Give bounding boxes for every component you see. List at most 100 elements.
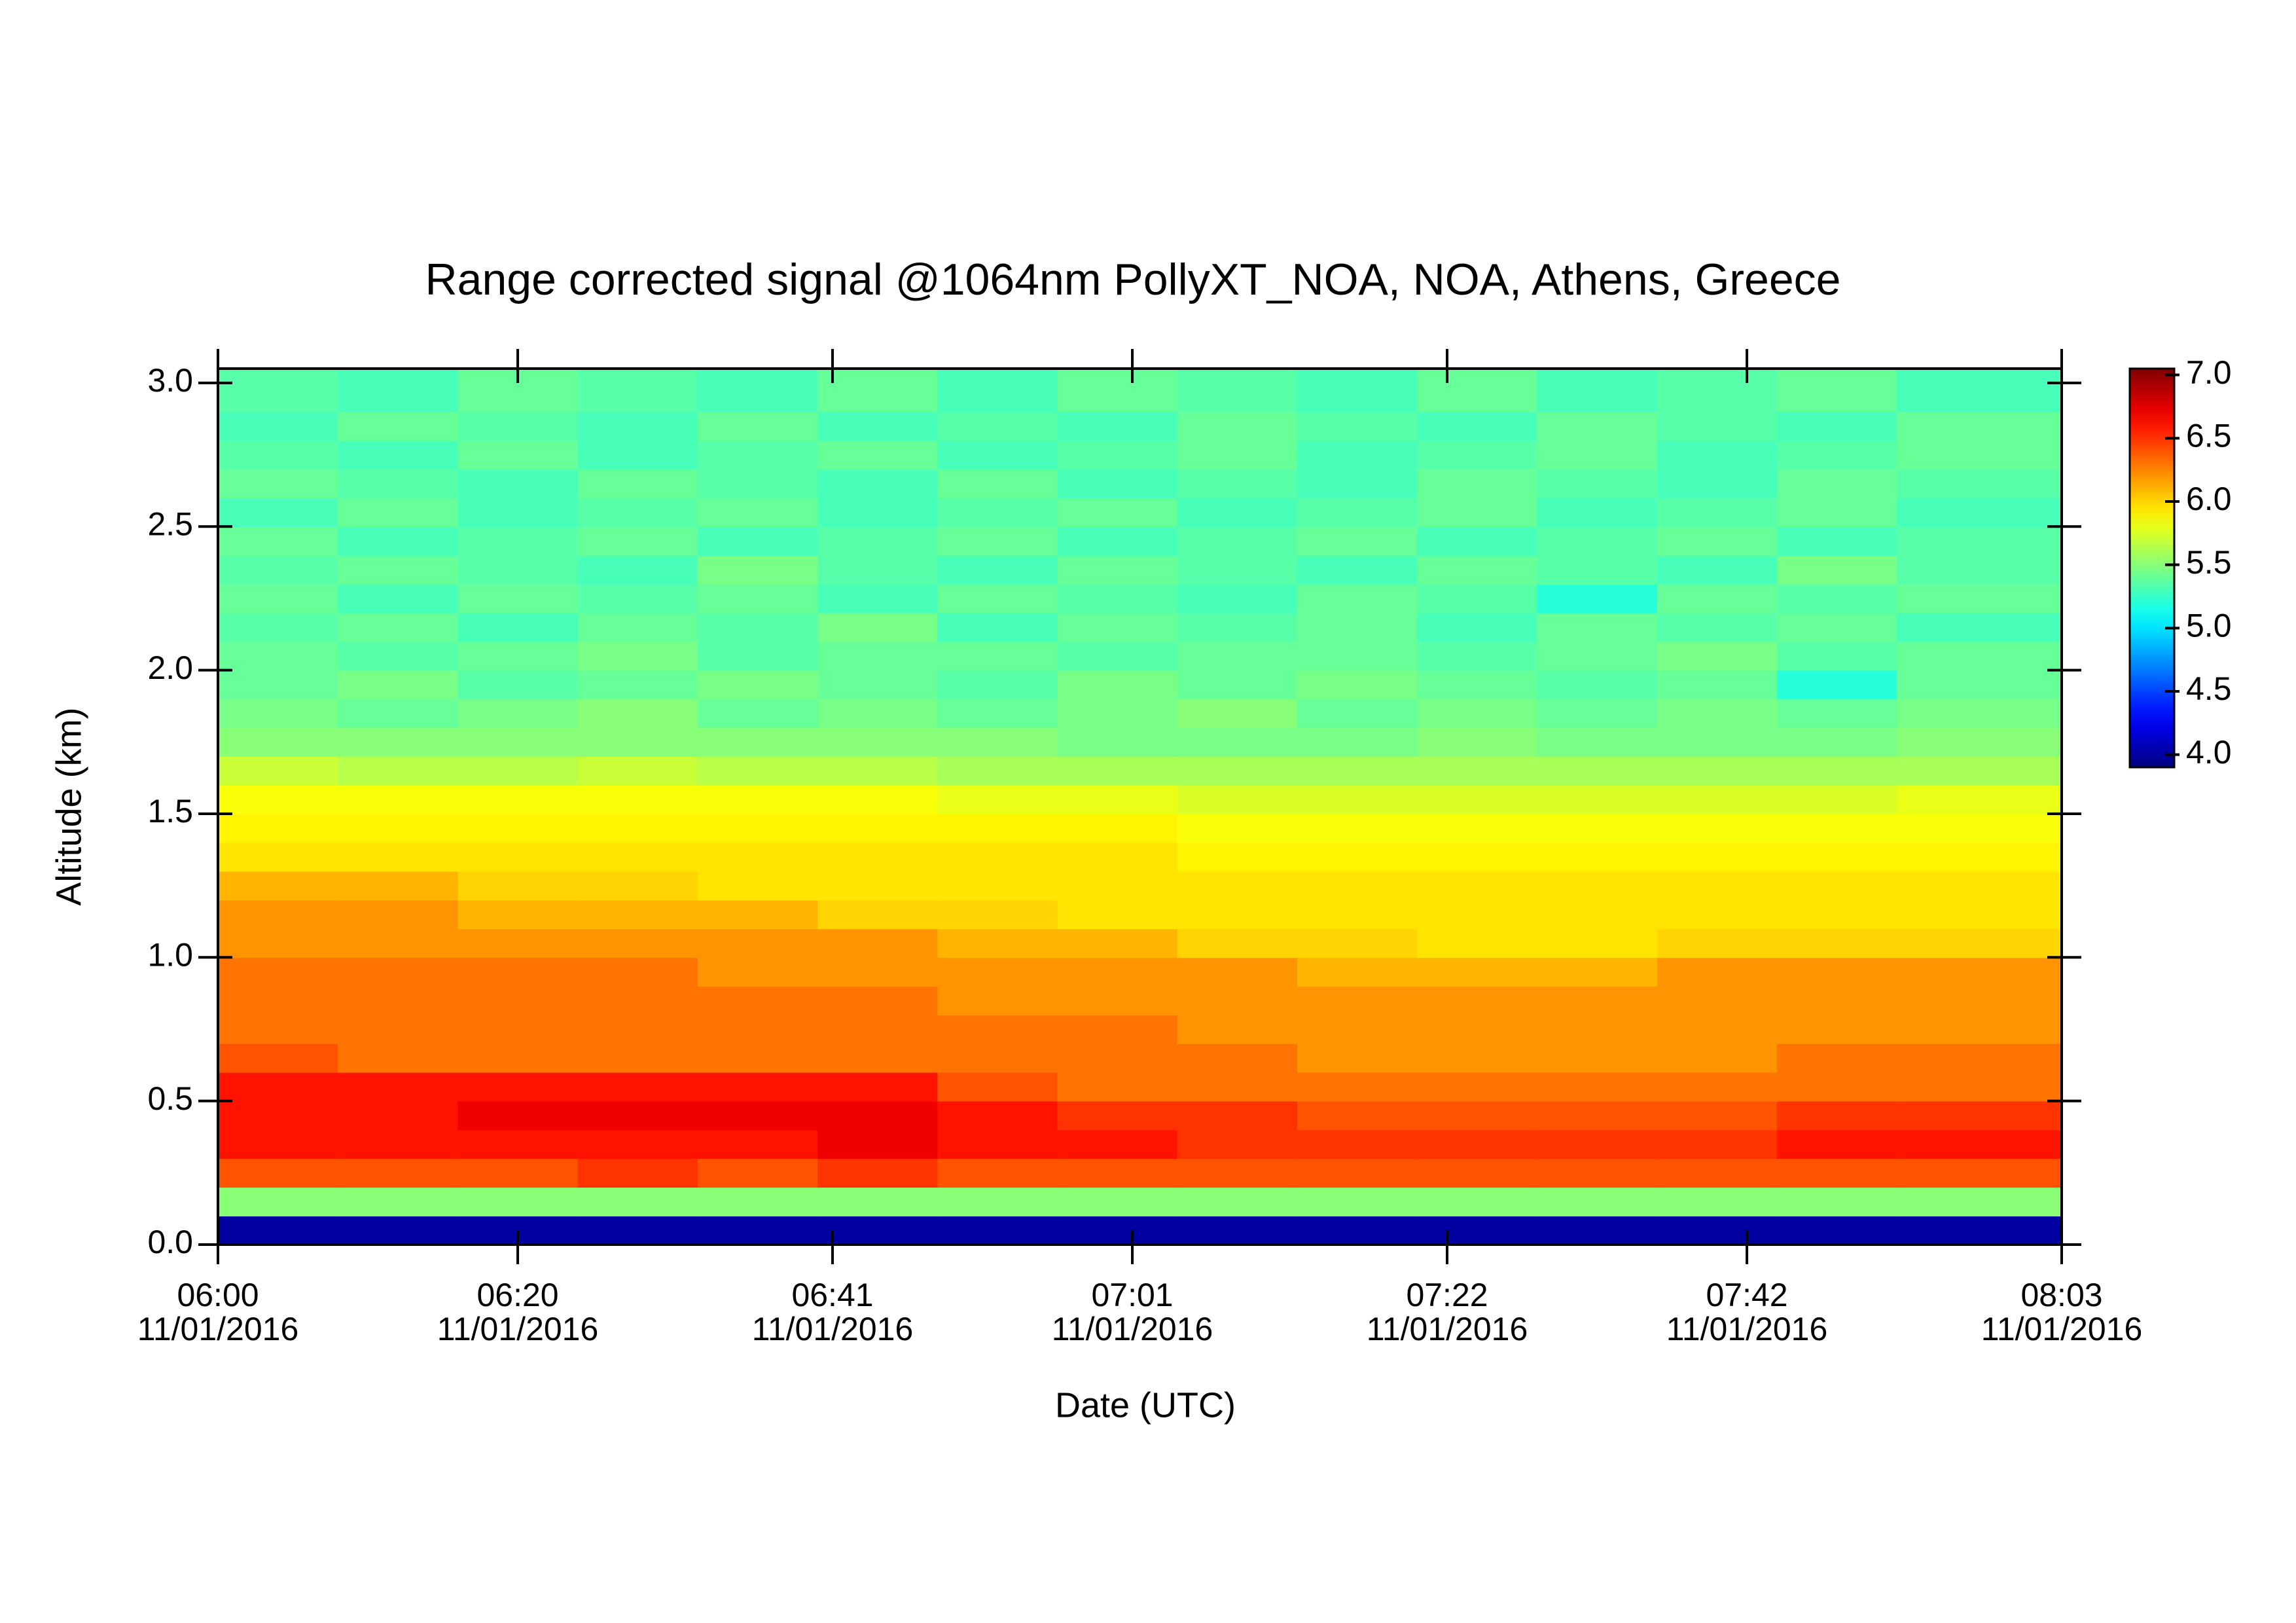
heatmap-cell (457, 1158, 579, 1188)
x-tick-date: 11/01/2016 (1367, 1311, 1528, 1347)
heatmap-cell (457, 555, 579, 585)
heatmap-cell (1657, 584, 1778, 613)
heatmap-cell (817, 928, 939, 958)
heatmap-cell (937, 1072, 1058, 1102)
heatmap-cell (1537, 1216, 1658, 1245)
heatmap-cell (1537, 526, 1658, 556)
heatmap-cell (1417, 727, 1538, 757)
heatmap-cell (1657, 1043, 1778, 1073)
heatmap-cell (457, 641, 579, 671)
heatmap-cell (218, 699, 339, 729)
heatmap-cell (1057, 1187, 1178, 1216)
heatmap-cell (1897, 612, 2062, 642)
heatmap-cell (1897, 555, 2062, 585)
heatmap-cell (1537, 641, 1658, 671)
axes: 0.00.51.01.52.02.53.006:0011/01/201606:2… (137, 349, 2232, 1347)
heatmap-cell (1417, 842, 1538, 872)
heatmap-cell (697, 411, 818, 441)
heatmap-cell (1657, 1015, 1778, 1044)
heatmap-cell (697, 756, 818, 786)
heatmap-cell (218, 670, 339, 700)
heatmap-cell (1776, 928, 1897, 958)
heatmap-cell (457, 957, 579, 987)
heatmap-cell (218, 1187, 339, 1216)
heatmap-cell (937, 842, 1058, 872)
heatmap-cell (218, 1015, 339, 1044)
heatmap-cell (937, 871, 1058, 901)
heatmap-cell (1057, 670, 1178, 700)
heatmap-cell (1297, 813, 1418, 843)
heatmap-cell (1297, 1101, 1418, 1131)
heatmap-cell (1057, 727, 1178, 757)
heatmap-cell (338, 1187, 459, 1216)
heatmap-cell (1177, 1043, 1298, 1073)
heatmap-cell (457, 1043, 579, 1073)
x-tick-label: 07:01 (1091, 1277, 1173, 1313)
heatmap-cell (457, 440, 579, 470)
heatmap-cell (1417, 928, 1538, 958)
heatmap-cell (1297, 526, 1418, 556)
heatmap-cell (1897, 1043, 2062, 1073)
heatmap-cell (697, 1187, 818, 1216)
heatmap-cell (1297, 928, 1418, 958)
heatmap-cell (577, 756, 698, 786)
x-tick-date: 11/01/2016 (1666, 1311, 1828, 1347)
heatmap-cell (1897, 785, 2062, 814)
heatmap-cell (1177, 369, 1298, 412)
heatmap-cell (937, 1187, 1058, 1216)
heatmap-cell (1417, 756, 1538, 786)
heatmap-cell (1057, 1158, 1178, 1188)
heatmap-cell (1897, 1129, 2062, 1159)
heatmap-cell (1177, 727, 1298, 757)
heatmap-cell (218, 440, 339, 470)
heatmap-cell (1057, 1101, 1178, 1131)
heatmap-cell (218, 727, 339, 757)
heatmap-cell (937, 785, 1058, 814)
heatmap-cell (817, 1216, 939, 1245)
heatmap-cell (1297, 1187, 1418, 1216)
heatmap-cell (697, 900, 818, 930)
heatmap-cell (1776, 957, 1897, 987)
heatmap-cell (1657, 1129, 1778, 1159)
heatmap-cell (937, 727, 1058, 757)
heatmap-cell (218, 1101, 339, 1131)
heatmap-cell (1657, 641, 1778, 671)
heatmap-cell (1657, 526, 1778, 556)
heatmap-cell (1297, 785, 1418, 814)
heatmap-cell (1537, 785, 1658, 814)
heatmap-cell (1657, 785, 1778, 814)
heatmap-cell (817, 785, 939, 814)
heatmap-cell (1776, 900, 1897, 930)
heatmap-cell (577, 1072, 698, 1102)
heatmap-cell (817, 756, 939, 786)
heatmap-cell (1537, 1043, 1658, 1073)
heatmap-cell (218, 1072, 339, 1102)
heatmap-cell (577, 1015, 698, 1044)
heatmap-cell (457, 813, 579, 843)
heatmap-cell (1897, 900, 2062, 930)
heatmap-cell (1177, 1072, 1298, 1102)
heatmap-cell (1417, 1216, 1538, 1245)
heatmap-cell (1417, 584, 1538, 613)
heatmap-cell (817, 469, 939, 499)
heatmap-cell (338, 928, 459, 958)
heatmap-cell (577, 440, 698, 470)
x-tick-date: 11/01/2016 (1981, 1311, 2143, 1347)
heatmap-cell (1776, 641, 1897, 671)
heatmap-cell (218, 871, 339, 901)
heatmap-cell (1897, 498, 2062, 528)
heatmap-cell (1537, 440, 1658, 470)
heatmap-cell (338, 756, 459, 786)
heatmap-cell (577, 498, 698, 528)
heatmap-cell (1537, 871, 1658, 901)
heatmap-cell (937, 699, 1058, 729)
heatmap-cell (1417, 1187, 1538, 1216)
heatmap-cell (577, 670, 698, 700)
heatmap-cell (218, 411, 339, 441)
heatmap-cell (937, 1129, 1058, 1159)
heatmap-cell (338, 1015, 459, 1044)
heatmap-cell (1537, 1101, 1658, 1131)
heatmap-cell (577, 813, 698, 843)
heatmap-cell (817, 498, 939, 528)
heatmap-cell (218, 928, 339, 958)
